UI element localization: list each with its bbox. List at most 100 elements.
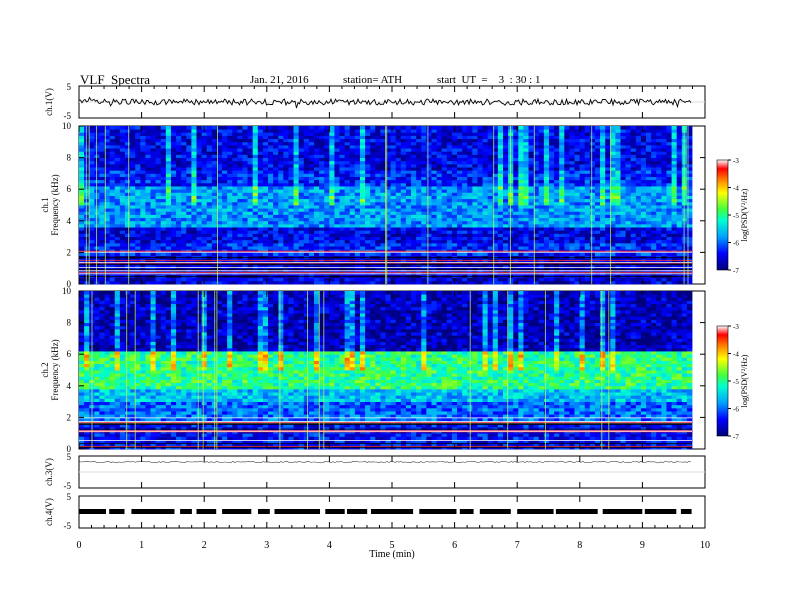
spectrogram-cell [278, 176, 284, 181]
spectrogram-cell [176, 236, 182, 241]
spectrogram-cell [84, 201, 90, 206]
spectrogram-cell [186, 239, 192, 244]
spectrogram-cell [216, 189, 223, 193]
spectrogram-cell [308, 160, 315, 165]
spectrogram-cell [344, 179, 351, 184]
spectrogram-cell [119, 198, 126, 203]
spectrogram-cell [594, 223, 601, 228]
spectrogram-cell [140, 211, 146, 215]
spectrogram-cell [344, 186, 351, 190]
spectrogram-cell [252, 176, 259, 181]
spectrogram-cell [538, 246, 545, 250]
spectrogram-cell [339, 280, 346, 285]
spectrogram-cell [354, 217, 361, 222]
spectrogram-cell [600, 227, 606, 231]
spectrogram-cell [278, 265, 284, 269]
spectrogram-cell [79, 239, 85, 244]
spectrogram-cell [446, 246, 453, 250]
spectrogram-cell [135, 252, 141, 256]
spectrogram-cell [584, 223, 591, 228]
spectrogram-cell [227, 208, 233, 212]
spectrogram-cell [385, 265, 392, 269]
spectrogram-cell [436, 173, 443, 177]
spectrogram-cell [615, 274, 621, 279]
spectrogram-cell [268, 182, 274, 187]
spectrogram-cell [513, 236, 519, 241]
spectrogram-cell [457, 265, 463, 269]
spectrogram-cell [324, 230, 330, 234]
spectrogram-cell [487, 189, 494, 193]
spectrogram-cell [370, 182, 376, 187]
spectrogram-cell [594, 163, 601, 168]
spectrogram-cell [605, 223, 611, 228]
spectrogram-cell [467, 265, 473, 269]
spectrogram-cell [170, 233, 177, 237]
spectrogram-cell [472, 242, 478, 247]
spectrogram-cell [666, 163, 672, 168]
spectrogram-cell [446, 236, 453, 241]
spectrogram-cell [487, 274, 494, 279]
spectrogram-cell [640, 230, 647, 234]
spectrogram-cell [523, 246, 529, 250]
spectrogram-cell [160, 179, 167, 184]
spectrogram-cell [615, 176, 621, 181]
spectrogram-cell [635, 160, 642, 165]
spectrogram-cell [400, 220, 407, 225]
spectrogram-cell [216, 233, 223, 237]
spectrogram-cell [528, 167, 535, 171]
spectrogram-cell [252, 233, 259, 237]
spectrogram-cell [109, 186, 116, 190]
spectrogram-cell [666, 167, 672, 171]
spectrogram-cell [247, 242, 254, 247]
spectrogram-cell [518, 280, 524, 285]
spectrogram-cell [206, 214, 213, 219]
spectrogram-cell [594, 220, 601, 225]
spectrogram-cell [564, 214, 570, 219]
spectrogram-cell [201, 236, 208, 241]
spectrogram-cell [441, 186, 448, 190]
spectrogram-cell [569, 176, 575, 181]
spectrogram-cell [538, 277, 545, 282]
spectrogram-cell [201, 173, 208, 177]
spectrogram-cell [227, 211, 233, 215]
spectrogram-cell [247, 176, 254, 181]
spectrogram-cell [441, 195, 448, 200]
spectrogram-cell [528, 195, 535, 200]
spectrogram-cell [661, 154, 667, 158]
spectrogram-cell [206, 154, 213, 158]
spectrogram-cell [395, 157, 402, 162]
spectrogram-cell [411, 208, 417, 212]
spectrogram-cell [646, 252, 652, 256]
spectrogram-cell [247, 274, 254, 279]
spectrogram-cell [666, 179, 672, 184]
spectrogram-cell [600, 274, 606, 279]
spectrogram-cell [232, 179, 238, 184]
spectrogram-cell [150, 230, 157, 234]
spectrogram-cell [395, 163, 402, 168]
ch1-waveform [78, 96, 692, 109]
spectrogram-cell [227, 189, 233, 193]
spectrogram-cell [656, 170, 662, 174]
spectrogram-cell [518, 236, 524, 241]
spectrogram-cell [79, 236, 85, 241]
spectrogram-cell [594, 195, 601, 200]
spectrogram-cell [242, 233, 248, 237]
spectrogram-cell [119, 205, 126, 209]
spectrogram-cell [538, 230, 545, 234]
spectrogram-cell [155, 236, 162, 241]
spectrogram-cell [589, 163, 596, 168]
spectrogram-cell [436, 195, 443, 200]
spectrogram-cell [441, 163, 448, 168]
spectrogram-cell [273, 201, 279, 206]
spectrogram-cell [559, 233, 565, 237]
spectrogram-cell [671, 239, 678, 244]
spectrogram-cell [176, 223, 182, 228]
spectrogram-cell [482, 205, 489, 209]
spectrogram-cell [145, 182, 151, 187]
spectrogram-cell [492, 189, 499, 193]
spectrogram-cell [160, 220, 167, 225]
spectrogram-cell [426, 271, 432, 275]
spectrogram-cell [610, 208, 616, 212]
spectrogram-cell [518, 173, 524, 177]
spectrogram-cell [237, 167, 243, 171]
